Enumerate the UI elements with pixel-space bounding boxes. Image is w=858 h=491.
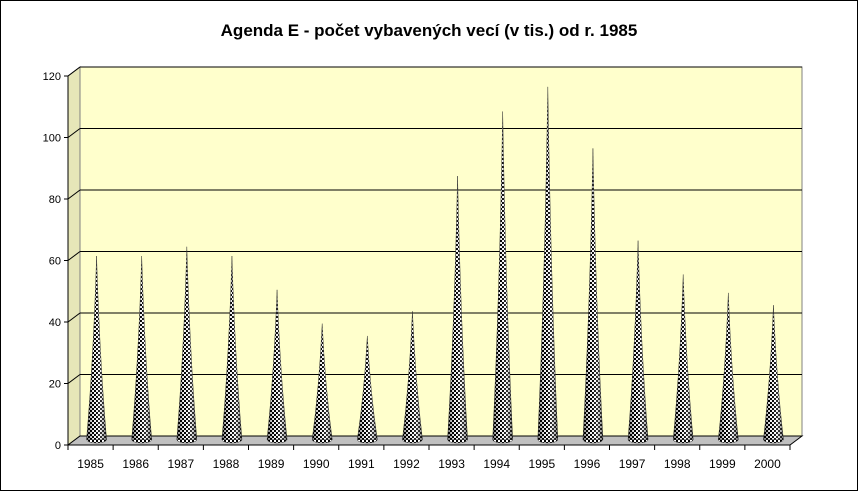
x-tick-label: 2000 (754, 457, 781, 471)
y-tick-label: 100 (43, 133, 61, 145)
x-tick-label: 1993 (438, 457, 465, 471)
cone-bar (311, 323, 333, 444)
cone-shading (673, 274, 694, 440)
x-tick-label: 1985 (77, 457, 104, 471)
x-tick-label: 1989 (258, 457, 285, 471)
cone-bar (537, 86, 559, 444)
gridline-side (67, 66, 81, 77)
cone-bar (357, 335, 378, 444)
cone-shading (718, 292, 739, 440)
y-tick-label: 120 (43, 71, 61, 83)
gridline-side (67, 374, 81, 384)
y-tick-label: 40 (49, 317, 61, 329)
cone-shading (628, 240, 649, 440)
cone-shading (131, 256, 152, 440)
x-tick-label: 1997 (619, 457, 646, 471)
cone-shading (86, 256, 107, 440)
cone-shading (221, 256, 242, 440)
x-tick-label: 1994 (483, 457, 510, 471)
x-tick-label: 1996 (574, 457, 601, 471)
y-tick-label: 20 (49, 379, 61, 391)
cone-shading (267, 289, 288, 440)
cone-shading (763, 305, 784, 440)
cone-bar (447, 176, 468, 444)
x-tick-label: 1999 (709, 457, 736, 471)
gridline-side (67, 128, 81, 138)
x-tick-label: 1987 (167, 457, 194, 471)
cone-bar (672, 274, 694, 444)
x-tick-label: 1998 (664, 457, 691, 471)
y-tick-label: 80 (49, 194, 61, 206)
cone-bar (402, 311, 423, 444)
x-tick-label: 1988 (213, 457, 240, 471)
chart-title: Agenda E - počet vybavených vecí (v tis.… (220, 21, 638, 40)
x-tick-label: 1990 (303, 457, 330, 471)
cone-shading (537, 86, 558, 440)
cone-bar (492, 111, 513, 444)
cone-shading (447, 176, 468, 440)
y-tick-label: 0 (55, 440, 61, 452)
x-tick-label: 1991 (348, 457, 375, 471)
gridline-side (67, 312, 81, 323)
cone-bar (763, 305, 784, 444)
gridline-side (67, 189, 81, 200)
cone-bar (86, 255, 107, 444)
cone-bar (176, 246, 198, 444)
x-tick-label: 1986 (122, 457, 149, 471)
cone-bar (582, 148, 604, 444)
cone-bar (266, 289, 288, 444)
x-tick-label: 1995 (528, 457, 555, 471)
cone-shading (402, 311, 423, 440)
cone-bar (718, 292, 739, 444)
cone-shading (582, 148, 603, 440)
x-tick-label: 1992 (393, 457, 420, 471)
cone-bar (627, 240, 649, 444)
cone-bar (221, 255, 243, 444)
y-tick-label: 60 (49, 256, 61, 268)
cone-bar (131, 255, 152, 444)
cone-shading (357, 335, 378, 440)
gridline-side (67, 251, 81, 261)
cone-shading (176, 246, 197, 440)
cone-shading (492, 111, 513, 440)
cone-shading (312, 323, 333, 440)
